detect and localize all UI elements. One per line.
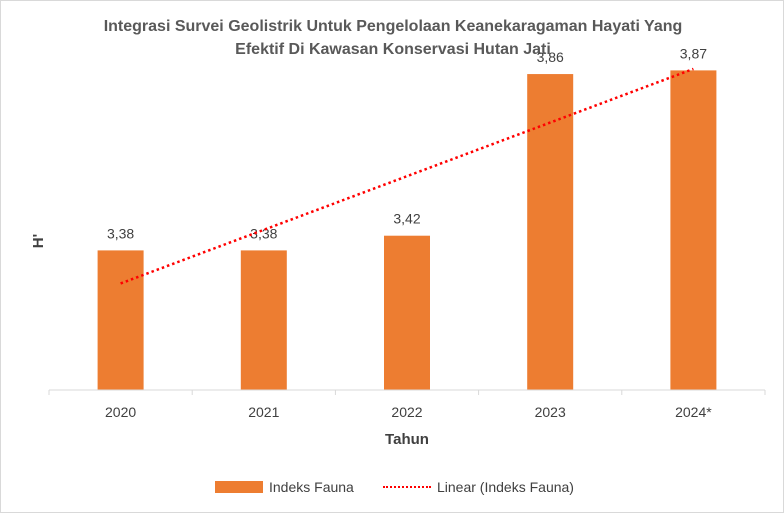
x-tick-label: 2020 [105,404,136,420]
legend-item-linear: Linear (Indeks Fauna) [383,479,574,495]
legend-swatch-bar [215,481,263,493]
bar-2022 [384,235,430,390]
data-label: 3,87 [680,45,707,61]
x-tick-labels: 2020 2021 2022 2023 2024* [48,390,766,420]
bar-2021 [240,250,287,390]
chart-title: Integrasi Survei Geolistrik Untuk Pengel… [1,15,784,61]
data-label: 3,42 [393,211,420,227]
bar-2020 [97,250,144,390]
x-tick-label: 2022 [391,404,422,420]
y-axis-title: H' [30,234,47,248]
x-tick-label: 2024* [675,404,712,420]
legend-swatch-trendline [383,486,431,488]
bar-2023 [527,74,574,390]
bar-2024 [670,70,717,391]
legend-item-indeks-fauna: Indeks Fauna [215,479,354,495]
legend-label-indeks-fauna: Indeks Fauna [269,479,354,495]
data-label: 3,38 [107,225,134,241]
chart-title-line-1: Integrasi Survei Geolistrik Untuk Pengel… [103,18,683,35]
legend-label-linear: Linear (Indeks Fauna) [437,479,574,495]
x-tick-label: 2023 [535,404,566,420]
legend: Indeks Fauna Linear (Indeks Fauna) [1,479,784,499]
bars-layer [97,70,717,391]
x-axis-title: Tahun [385,431,429,448]
data-label: 3,86 [537,49,564,65]
data-label: 3,38 [250,225,277,241]
chart-title-line-2: Efektif Di Kawasan Konservasi Hutan Jati [235,41,551,58]
x-tick-label: 2021 [248,404,279,420]
data-labels-layer: 3,38 3,38 3,42 3,86 3,87 [107,45,707,241]
